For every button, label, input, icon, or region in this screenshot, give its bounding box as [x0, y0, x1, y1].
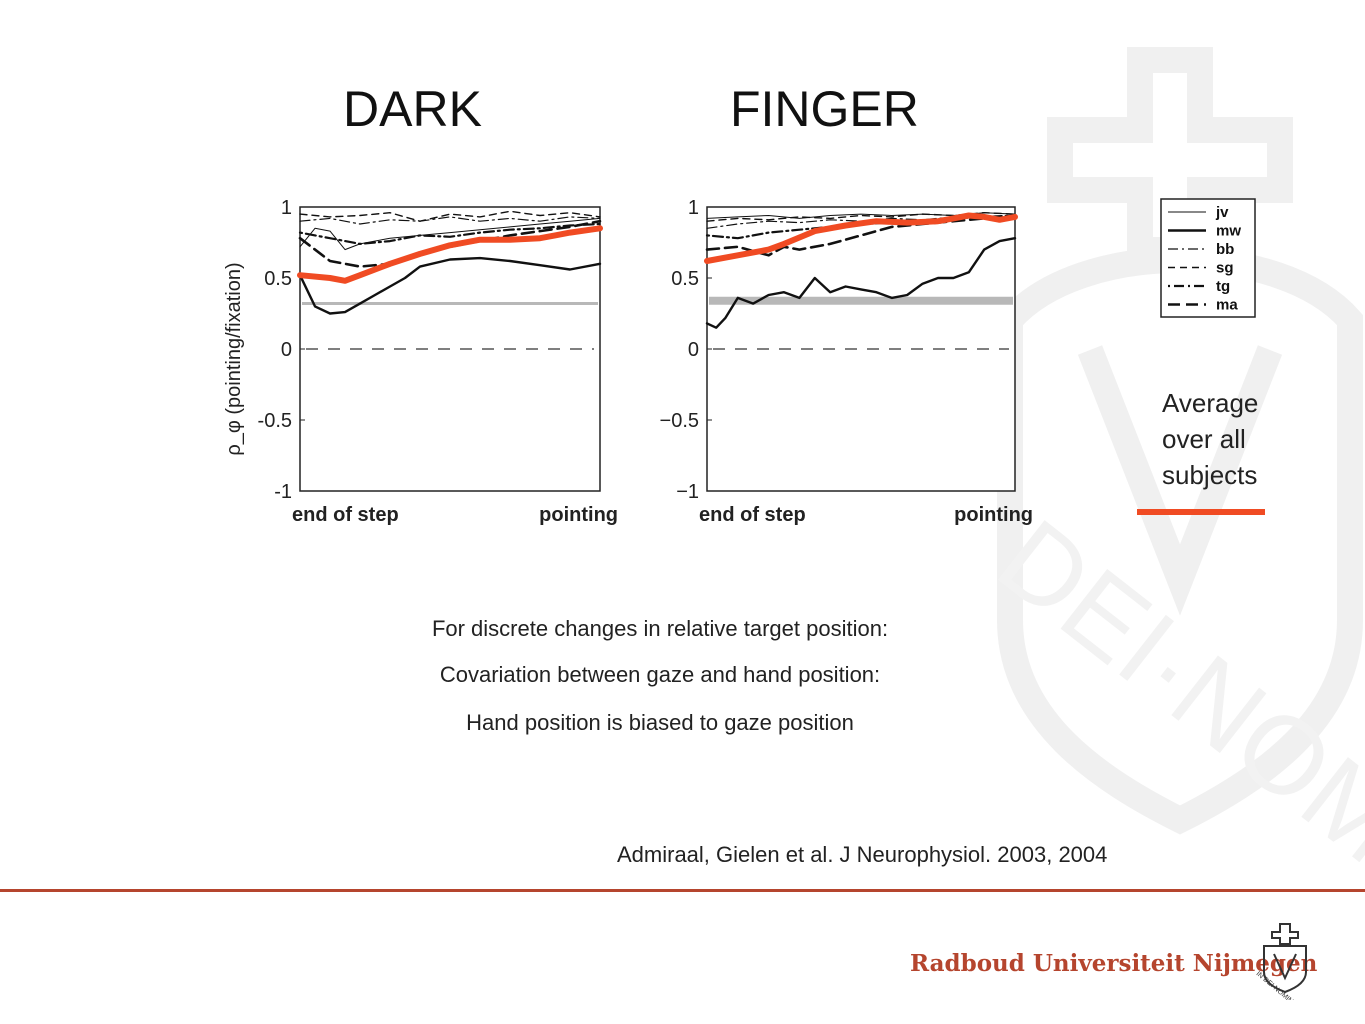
series-line-average	[297, 225, 603, 284]
legend-label-jv: jv	[1215, 204, 1229, 221]
university-seal-icon: IN DEI NOMINE FELICITER	[1255, 923, 1318, 1000]
series-line-mw	[298, 256, 602, 315]
y-tick-label: −0.5	[660, 410, 699, 432]
legend-label-sg: sg	[1216, 260, 1234, 277]
y-tick-label: 0.5	[671, 268, 699, 290]
average-note-line-2: over all	[1162, 424, 1246, 454]
y-tick-label: 0.5	[264, 268, 292, 290]
average-note-line-3: subjects	[1162, 460, 1258, 490]
x-tick-label-start: end of step	[292, 504, 399, 526]
legend-label-bb: bb	[1216, 241, 1234, 258]
series-line-tg	[298, 222, 602, 245]
y-tick-label: 1	[281, 197, 292, 219]
x-tick-label-start: end of step	[699, 504, 806, 526]
citation: Admiraal, Gielen et al. J Neurophysiol. …	[617, 842, 1108, 867]
series-line-sg	[299, 210, 601, 222]
footer-brand: Radboud Universiteit Nijmegen	[910, 950, 1318, 977]
legend-label-tg: tg	[1216, 278, 1230, 295]
heading-dark: DARK	[343, 81, 482, 137]
y-tick-label: −1	[676, 481, 699, 503]
heading-finger: FINGER	[730, 81, 919, 137]
body-line-1: For discrete changes in relative target …	[431, 616, 889, 641]
y-axis-label: ρ_φ (pointing/fixation)	[223, 262, 245, 455]
y-tick-label: 1	[688, 197, 699, 219]
series-line-average	[704, 212, 1018, 264]
legend-label-ma: ma	[1216, 297, 1238, 314]
y-tick-label: -0.5	[258, 410, 292, 432]
series-line-bb	[299, 216, 601, 225]
series-line-mw	[705, 237, 1017, 329]
x-tick-label-end: pointing	[539, 504, 618, 526]
legend-frame	[1160, 198, 1256, 318]
y-tick-label: 0	[688, 339, 699, 361]
body-line-3: Hand position is biased to gaze position	[466, 710, 854, 735]
x-tick-label-end: pointing	[954, 504, 1033, 526]
footer-rule	[0, 889, 1365, 892]
average-note-line-1: Average	[1162, 388, 1259, 418]
y-tick-label: -1	[274, 481, 292, 503]
series-line-ma	[705, 214, 1017, 257]
legend-label-mw: mw	[1216, 223, 1241, 240]
body-line-2: Covariation between gaze and hand positi…	[439, 662, 881, 687]
average-note: Average over all subjects	[1162, 385, 1258, 493]
y-tick-label: 0	[281, 339, 292, 361]
average-line-swatch	[1137, 509, 1265, 515]
